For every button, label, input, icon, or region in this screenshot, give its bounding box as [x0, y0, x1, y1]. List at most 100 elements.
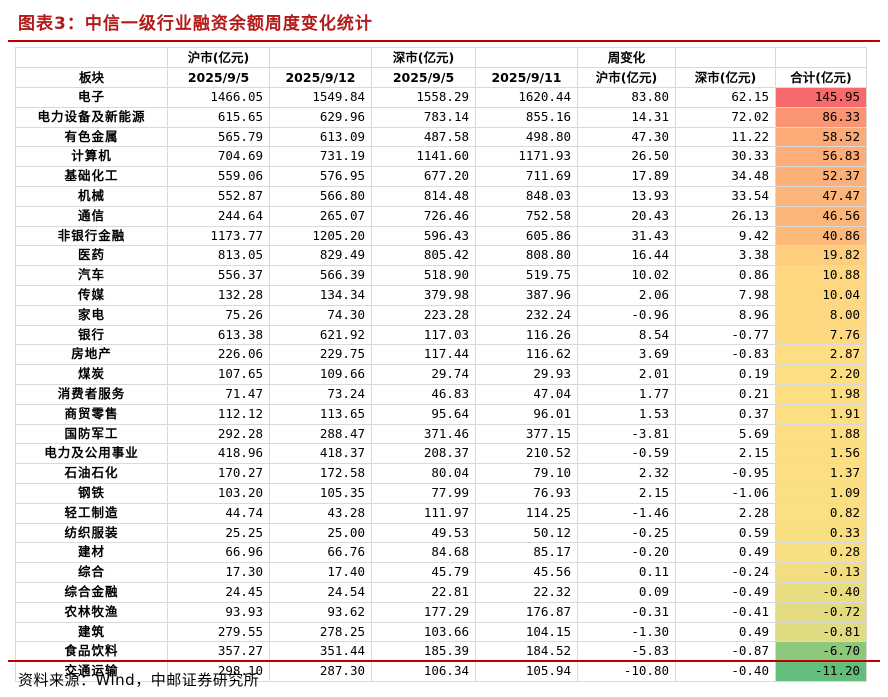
sh-0912-value: 105.35: [269, 482, 372, 504]
sh-0912-value: 25.00: [269, 522, 372, 544]
sh-0905-value: 292.28: [167, 423, 270, 445]
sz-change-value: 3.38: [675, 245, 776, 267]
sector-name: 钢铁: [15, 482, 168, 504]
sz-change-value: 5.69: [675, 423, 776, 445]
total-change-value: -0.13: [775, 562, 867, 583]
table-row: 交通运输 298.10 287.30 106.34 105.94 -10.80 -0.40-…: [15, 661, 867, 682]
table-row: 建筑 279.55 278.25 103.66 104.15 -1.30 0.49 -0.81: [15, 621, 867, 643]
total-change-value: 1.37: [775, 463, 867, 484]
sh-change-value: -0.25: [577, 522, 676, 544]
sz-0911-value: 114.25: [475, 502, 578, 524]
total-change-value: 1.09: [775, 482, 867, 504]
sh-0912-value: 629.96: [269, 106, 372, 128]
total-change-value: 10.88: [775, 265, 867, 286]
sz-0905-value: 185.39: [371, 641, 476, 663]
sh-0905-value: 559.06: [167, 166, 270, 187]
sh-change-value: -0.20: [577, 542, 676, 564]
table-row: 传媒 132.28 134.34 379.98 387.96 2.06 7.98 10.04: [15, 284, 867, 306]
sz-0911-value: 848.03: [475, 185, 578, 207]
total-change-value: 52.37: [775, 166, 867, 187]
sz-0905-value: 208.37: [371, 443, 476, 465]
total-change-value: 7.76: [775, 324, 867, 346]
sz-0911-value: 752.58: [475, 205, 578, 227]
total-change-value: 86.33: [775, 106, 867, 128]
sh-0912-value: 621.92: [269, 324, 372, 346]
sh-0905-value: 813.05: [167, 245, 270, 267]
sector-name: 农林牧渔: [15, 601, 168, 623]
sh-0905-value: 418.96: [167, 443, 270, 465]
sh-0912-value: 73.24: [269, 383, 372, 405]
sz-change-value: 72.02: [675, 106, 776, 128]
table-row: 基础化工 559.06 576.95 677.20 711.69 17.89 34.48 52…: [15, 166, 867, 187]
sz-change-value: 0.19: [675, 364, 776, 385]
sh-0912-value: 134.34: [269, 284, 372, 306]
total-change-value: 145.95: [775, 87, 867, 108]
sz-0911-value: 232.24: [475, 304, 578, 326]
sh-change-value: -0.96: [577, 304, 676, 326]
header-cell: [475, 47, 578, 68]
sector-name: 食品饮料: [15, 641, 168, 663]
sector-name: 电力及公用事业: [15, 443, 168, 465]
sz-change-value: -0.41: [675, 601, 776, 623]
sz-0911-value: 96.01: [475, 403, 578, 425]
sz-0911-value: 50.12: [475, 522, 578, 544]
table-row: 通信 244.64 265.07 726.46 752.58 20.43 26.13 46.5…: [15, 205, 867, 227]
sh-0905-value: 170.27: [167, 463, 270, 484]
sh-0905-value: 357.27: [167, 641, 270, 663]
sector-name: 综合: [15, 562, 168, 583]
sz-0911-value: 176.87: [475, 601, 578, 623]
sz-0911-value: 85.17: [475, 542, 578, 564]
header-cell: [269, 47, 372, 68]
sh-0912-value: 43.28: [269, 502, 372, 524]
table-row: 煤炭 107.65 109.66 29.74 29.93 2.01 0.19 2.20: [15, 364, 867, 385]
sh-change-value: 2.06: [577, 284, 676, 306]
sh-0912-value: 109.66: [269, 364, 372, 385]
sh-0912-value: 351.44: [269, 641, 372, 663]
sz-0905-value: 1558.29: [371, 87, 476, 108]
table-header: 沪市(亿元) 深市(亿元) 周变化 板块 2025/9/5 2025/9/12 …: [15, 47, 867, 88]
sz-0911-value: 377.15: [475, 423, 578, 445]
sz-0905-value: 80.04: [371, 463, 476, 484]
sh-0905-value: 44.74: [167, 502, 270, 524]
total-change-value: 56.83: [775, 146, 867, 168]
total-change-value: -0.40: [775, 581, 867, 603]
total-change-value: 0.82: [775, 502, 867, 524]
sh-0912-value: 731.19: [269, 146, 372, 168]
footer-divider: [8, 660, 880, 662]
sz-0905-value: 117.44: [371, 344, 476, 366]
sh-change-value: 0.09: [577, 581, 676, 603]
total-change-value: 46.56: [775, 205, 867, 227]
sz-0905-value: 49.53: [371, 522, 476, 544]
sz-0911-value: 76.93: [475, 482, 578, 504]
table-row: 房地产 226.06 229.75 117.44 116.62 3.69 -0.83 2.87: [15, 344, 867, 366]
sh-0905-value: 24.45: [167, 581, 270, 603]
header-cell: [15, 47, 168, 68]
table-container: 沪市(亿元) 深市(亿元) 周变化 板块 2025/9/5 2025/9/12 …: [15, 47, 867, 682]
total-change-value: 10.04: [775, 284, 867, 306]
sh-change-value: 2.32: [577, 463, 676, 484]
total-change-value: 47.47: [775, 185, 867, 207]
sh-0912-value: 265.07: [269, 205, 372, 227]
total-change-value: 1.98: [775, 383, 867, 405]
sz-0911-value: 855.16: [475, 106, 578, 128]
sz-0911-value: 498.80: [475, 126, 578, 148]
table-row: 建材 66.96 66.76 84.68 85.17 -0.20 0.49 0.28: [15, 542, 867, 564]
sz-change-value: 2.15: [675, 443, 776, 465]
sh-0912-value: 566.39: [269, 265, 372, 286]
sh-0905-value: 112.12: [167, 403, 270, 425]
sz-0911-value: 519.75: [475, 265, 578, 286]
sector-name: 纺织服装: [15, 522, 168, 544]
sz-0911-value: 79.10: [475, 463, 578, 484]
table-row: 消费者服务 71.47 73.24 46.83 47.04 1.77 0.21 1.98: [15, 383, 867, 405]
table-row: 汽车 556.37 566.39 518.90 519.75 10.02 0.86 10.88: [15, 265, 867, 286]
sector-name: 家电: [15, 304, 168, 326]
sh-0905-value: 226.06: [167, 344, 270, 366]
table-row: 银行 613.38 621.92 117.03 116.26 8.54 -0.77 7.76: [15, 324, 867, 346]
header-cell-sh-0905: 2025/9/5: [167, 67, 270, 88]
sector-name: 煤炭: [15, 364, 168, 385]
sh-change-value: 1.53: [577, 403, 676, 425]
sh-0905-value: 556.37: [167, 265, 270, 286]
sh-0905-value: 552.87: [167, 185, 270, 207]
sz-change-value: 0.86: [675, 265, 776, 286]
total-change-value: 0.33: [775, 522, 867, 544]
